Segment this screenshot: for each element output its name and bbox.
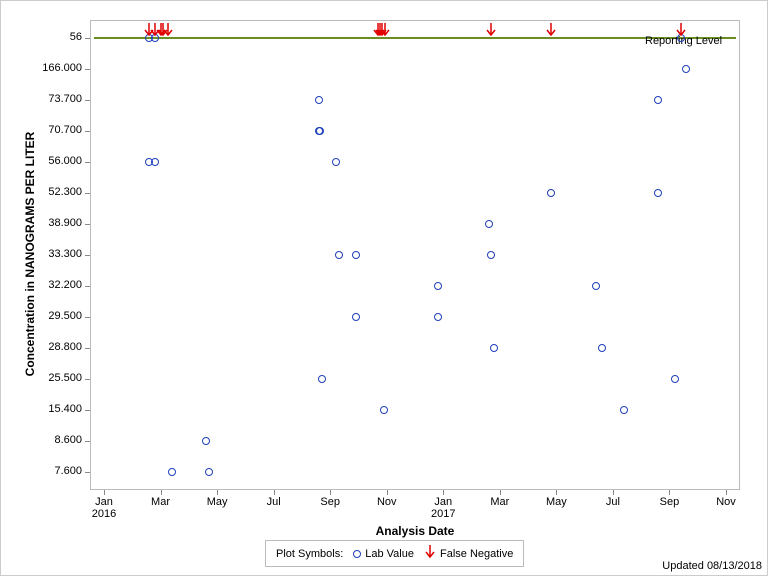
lab-value-point: [205, 468, 213, 476]
legend-item-lab: Lab Value: [353, 548, 414, 560]
lab-value-point: [434, 282, 442, 290]
legend: Plot Symbols: Lab Value False Negative: [265, 540, 524, 567]
y-tick-label: 15.400: [0, 403, 82, 415]
lab-value-point: [598, 344, 606, 352]
x-axis-label: Analysis Date: [90, 524, 740, 538]
lab-value-point: [487, 251, 495, 259]
lab-value-icon: [353, 550, 361, 558]
x-tick-label: Jan2016: [84, 496, 124, 520]
lab-value-point: [485, 220, 493, 228]
lab-value-point: [318, 375, 326, 383]
chart-container: Concentration in NANOGRAMS PER LITER Ana…: [0, 0, 768, 576]
y-tick-label: 25.500: [0, 372, 82, 384]
legend-lab-label: Lab Value: [365, 548, 414, 560]
false-negative-arrow: [545, 22, 557, 38]
lab-value-point: [202, 437, 210, 445]
lab-value-point: [671, 375, 679, 383]
lab-value-point: [380, 406, 388, 414]
legend-title: Plot Symbols:: [276, 548, 343, 560]
lab-value-point: [316, 127, 324, 135]
x-tick-label: May: [197, 496, 237, 508]
y-tick-label: 8.600: [0, 434, 82, 446]
lab-value-point: [332, 158, 340, 166]
false-negative-icon: [424, 544, 436, 563]
legend-item-fn: False Negative: [424, 544, 513, 563]
legend-fn-label: False Negative: [440, 548, 513, 560]
lab-value-point: [620, 406, 628, 414]
y-tick-label: 166.000: [0, 62, 82, 74]
lab-value-point: [151, 158, 159, 166]
x-tick-label: Nov: [706, 496, 746, 508]
updated-timestamp: Updated 08/13/2018: [662, 560, 762, 572]
lab-value-point: [352, 251, 360, 259]
x-tick-label: Sep: [649, 496, 689, 508]
false-negative-arrow: [162, 22, 174, 38]
lab-value-point: [547, 189, 555, 197]
lab-value-point: [490, 344, 498, 352]
reporting-level-line: [94, 37, 736, 39]
y-tick-label: 29.500: [0, 310, 82, 322]
false-negative-arrow: [485, 22, 497, 38]
lab-value-point: [352, 313, 360, 321]
x-tick-label: May: [536, 496, 576, 508]
x-tick-label: Jan2017: [423, 496, 463, 520]
y-tick-label: 7.600: [0, 465, 82, 477]
lab-value-point: [168, 468, 176, 476]
x-tick-label: Jul: [254, 496, 294, 508]
lab-value-point: [654, 96, 662, 104]
plot-area: [90, 20, 740, 490]
false-negative-arrow: [379, 22, 391, 38]
lab-value-point: [592, 282, 600, 290]
lab-value-point: [682, 65, 690, 73]
y-tick-label: 56.000: [0, 155, 82, 167]
lab-value-point: [335, 251, 343, 259]
y-tick-label: 56: [0, 31, 82, 43]
x-tick-label: Nov: [367, 496, 407, 508]
y-tick-label: 32.200: [0, 279, 82, 291]
x-tick-label: Mar: [141, 496, 181, 508]
false-negative-arrow: [675, 22, 687, 38]
y-tick-label: 73.700: [0, 93, 82, 105]
y-tick-label: 28.800: [0, 341, 82, 353]
x-tick-label: Mar: [480, 496, 520, 508]
lab-value-point: [315, 96, 323, 104]
x-tick-label: Jul: [593, 496, 633, 508]
y-tick-label: 52.300: [0, 186, 82, 198]
y-tick-label: 70.700: [0, 124, 82, 136]
y-tick-label: 33.300: [0, 248, 82, 260]
x-tick-label: Sep: [310, 496, 350, 508]
lab-value-point: [654, 189, 662, 197]
y-tick-label: 38.900: [0, 217, 82, 229]
lab-value-point: [434, 313, 442, 321]
